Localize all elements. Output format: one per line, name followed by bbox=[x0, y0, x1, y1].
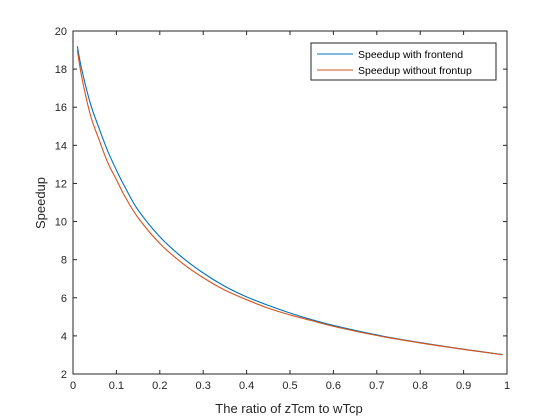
x-tick-label: 0.8 bbox=[413, 380, 428, 392]
x-tick-label: 0.7 bbox=[369, 380, 384, 392]
x-tick-label: 0.2 bbox=[152, 380, 167, 392]
y-tick-label: 12 bbox=[55, 178, 67, 190]
y-axis-label: Speedup bbox=[33, 177, 48, 229]
x-tick-label: 0.9 bbox=[456, 380, 471, 392]
legend-label: Speedup without frontup bbox=[358, 65, 472, 77]
series-line-with-frontend bbox=[76, 46, 503, 356]
x-tick-label: 0.1 bbox=[109, 380, 124, 392]
legend-label: Speedup with frontend bbox=[358, 49, 463, 61]
y-tick-label: 10 bbox=[55, 217, 67, 229]
legend: Speedup with frontend Speedup without fro… bbox=[310, 42, 497, 81]
x-tick-label: 0 bbox=[70, 380, 76, 392]
series-line-without-frontup bbox=[76, 49, 503, 356]
x-tick-label: 0.6 bbox=[326, 380, 341, 392]
axes-box bbox=[72, 30, 508, 375]
x-tick-label: 0.3 bbox=[196, 380, 211, 392]
y-tick-label: 2 bbox=[61, 369, 67, 381]
x-tick-label: 0.5 bbox=[282, 380, 297, 392]
y-tick-label: 6 bbox=[61, 293, 67, 305]
y-tick-label: 16 bbox=[55, 102, 67, 114]
y-tick-label: 8 bbox=[61, 255, 67, 267]
x-axis-label: The ratio of zTcm to wTcp bbox=[215, 401, 362, 416]
y-tick-label: 14 bbox=[55, 140, 67, 152]
legend-box bbox=[310, 42, 497, 81]
y-tick-label: 20 bbox=[55, 26, 67, 38]
x-tick-label: 0.4 bbox=[239, 380, 254, 392]
plot-area: 0 0.1 0.2 0.3 0.4 0.5 0.6 0.7 0.8 0.9 124681012141… bbox=[55, 26, 510, 392]
y-tick-label: 18 bbox=[55, 64, 67, 76]
y-tick-label: 4 bbox=[61, 331, 67, 343]
x-tick-label: 1 bbox=[504, 380, 510, 392]
